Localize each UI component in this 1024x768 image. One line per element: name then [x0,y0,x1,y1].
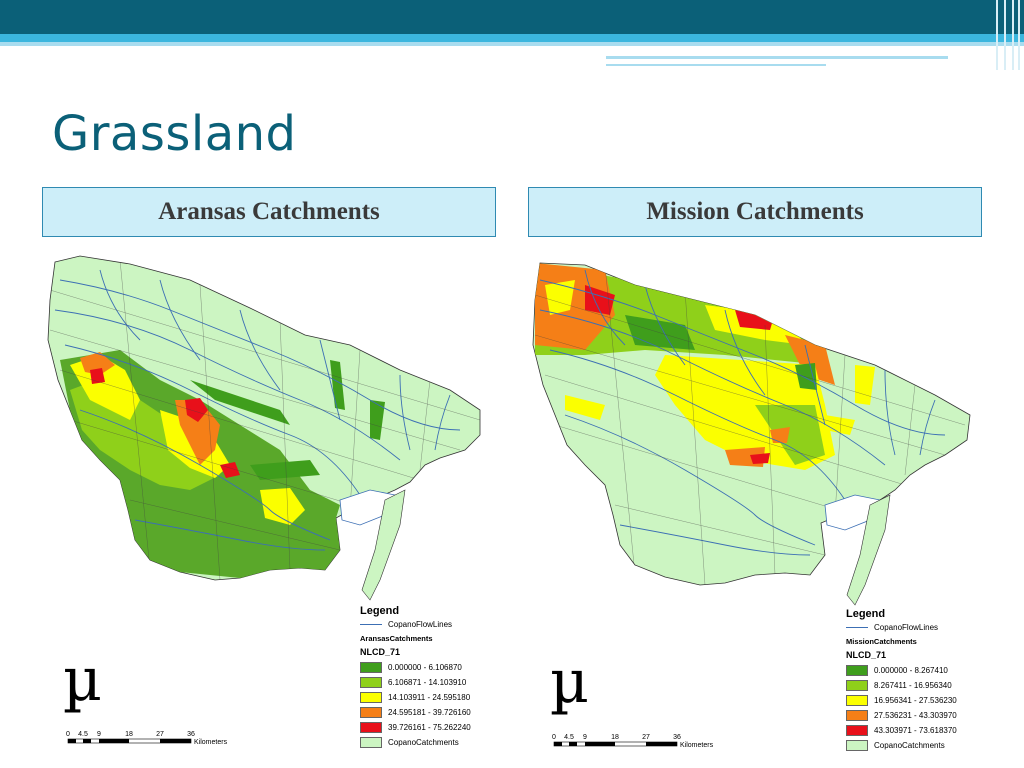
legend-class-item: 43.303971 - 73.618370 [846,723,996,738]
legend-class-item: 16.956341 - 27.536230 [846,693,996,708]
legend-field-name: NLCD_71 [360,647,401,657]
legend-flowlines-item: CopanoFlowLines [360,617,510,632]
banner-accent-bar [1004,0,1006,70]
mission-heading: Mission Catchments [528,187,982,237]
legend-class-item: 14.103911 - 24.595180 [360,690,510,705]
scale-tick-label: 4.5 [78,731,88,738]
banner-accent-bar [1018,0,1020,70]
scale-tick-label: 9 [583,734,587,741]
top-banner [0,0,1024,34]
legend-swatch [846,725,868,736]
legend-class-label: 27.536231 - 43.303970 [874,711,957,720]
aransas-heading: Aransas Catchments [42,187,496,237]
scale-tick-label: 27 [642,734,650,741]
legend-field-name: NLCD_71 [846,650,887,660]
legend-class-item: 27.536231 - 43.303970 [846,708,996,723]
legend-title: Legend [846,608,886,620]
legend-swatch [360,692,382,703]
mission-heading-label: Mission Catchments [646,198,864,225]
scale-tick-label: 0 [66,731,70,738]
mission-scale-bar: 0 4.5 9 18 27 36 Kilometers [552,734,714,749]
legend-class-label: 24.595181 - 39.726160 [388,708,471,717]
legend-swatch [846,710,868,721]
banner-accent-line [606,64,826,66]
legend-swatch [360,737,382,748]
legend-swatch [846,680,868,691]
legend-base-label: CopanoCatchments [874,741,945,750]
north-arrow-icon: µ [63,645,102,715]
flowline-symbol [360,624,382,625]
banner-accent-line [606,56,948,59]
slide-title: Grassland [52,106,297,162]
north-arrow-icon: µ [550,647,589,717]
legend-class-item: 24.595181 - 39.726160 [360,705,510,720]
legend-class-label: 14.103911 - 24.595180 [388,693,471,702]
legend-swatch [360,677,382,688]
legend-base-item: CopanoCatchments [846,738,996,753]
legend-class-label: 8.267411 - 16.956340 [874,681,952,690]
legend-base-item: CopanoCatchments [360,735,510,750]
legend-class-item: 0.000000 - 8.267410 [846,663,996,678]
legend-class-item: 6.106871 - 14.103910 [360,675,510,690]
scale-tick-label: 27 [156,731,164,738]
banner-accent-bar [1012,0,1014,70]
legend-flowlines-label: CopanoFlowLines [874,623,939,632]
aransas-heading-label: Aransas Catchments [158,198,380,225]
scale-tick-label: 36 [187,731,195,738]
scale-unit-label: Kilometers [680,742,714,749]
scale-tick-label: 18 [125,731,133,738]
aransas-catchment-map [47,255,481,601]
legend-swatch [360,707,382,718]
scale-tick-label: 18 [611,734,619,741]
legend-class-label: 0.000000 - 6.106870 [388,663,462,672]
scale-tick-label: 36 [673,734,681,741]
legend-base-label: CopanoCatchments [388,738,459,747]
legend-swatch [846,665,868,676]
aransas-scale-bar: 0 4.5 9 18 27 36 Kilometers [66,731,228,746]
legend-class-item: 0.000000 - 6.106870 [360,660,510,675]
legend-class-item: 8.267411 - 16.956340 [846,678,996,693]
scale-tick-label: 4.5 [564,734,574,741]
legend-catchments-layer: AransasCatchments [360,634,433,643]
legend-swatch [360,722,382,733]
legend-catchments-layer: MissionCatchments [846,637,917,646]
scale-tick-label: 0 [552,734,556,741]
legend-class-label: 0.000000 - 8.267410 [874,666,948,675]
legend-swatch [846,695,868,706]
legend-swatch [360,662,382,673]
aransas-legend: Legend CopanoFlowLines AransasCatchments… [360,605,510,750]
scale-unit-label: Kilometers [194,739,228,746]
mission-legend: Legend CopanoFlowLines MissionCatchments… [846,608,996,753]
legend-swatch [846,740,868,751]
legend-flowlines-label: CopanoFlowLines [388,620,453,629]
flowline-symbol [846,627,868,628]
scale-tick-label: 9 [97,731,101,738]
legend-class-item: 39.726161 - 75.262240 [360,720,510,735]
legend-flowlines-item: CopanoFlowLines [846,620,996,635]
legend-class-label: 39.726161 - 75.262240 [388,723,471,732]
top-banner-stripe [0,34,1024,42]
legend-title: Legend [360,605,400,617]
banner-accent-bar [996,0,998,70]
legend-class-label: 16.956341 - 27.536230 [874,696,957,705]
legend-class-label: 43.303971 - 73.618370 [874,726,957,735]
mission-catchment-map [532,262,971,606]
legend-class-label: 6.106871 - 14.103910 [388,678,467,687]
top-banner-stripe-light [0,42,1024,46]
